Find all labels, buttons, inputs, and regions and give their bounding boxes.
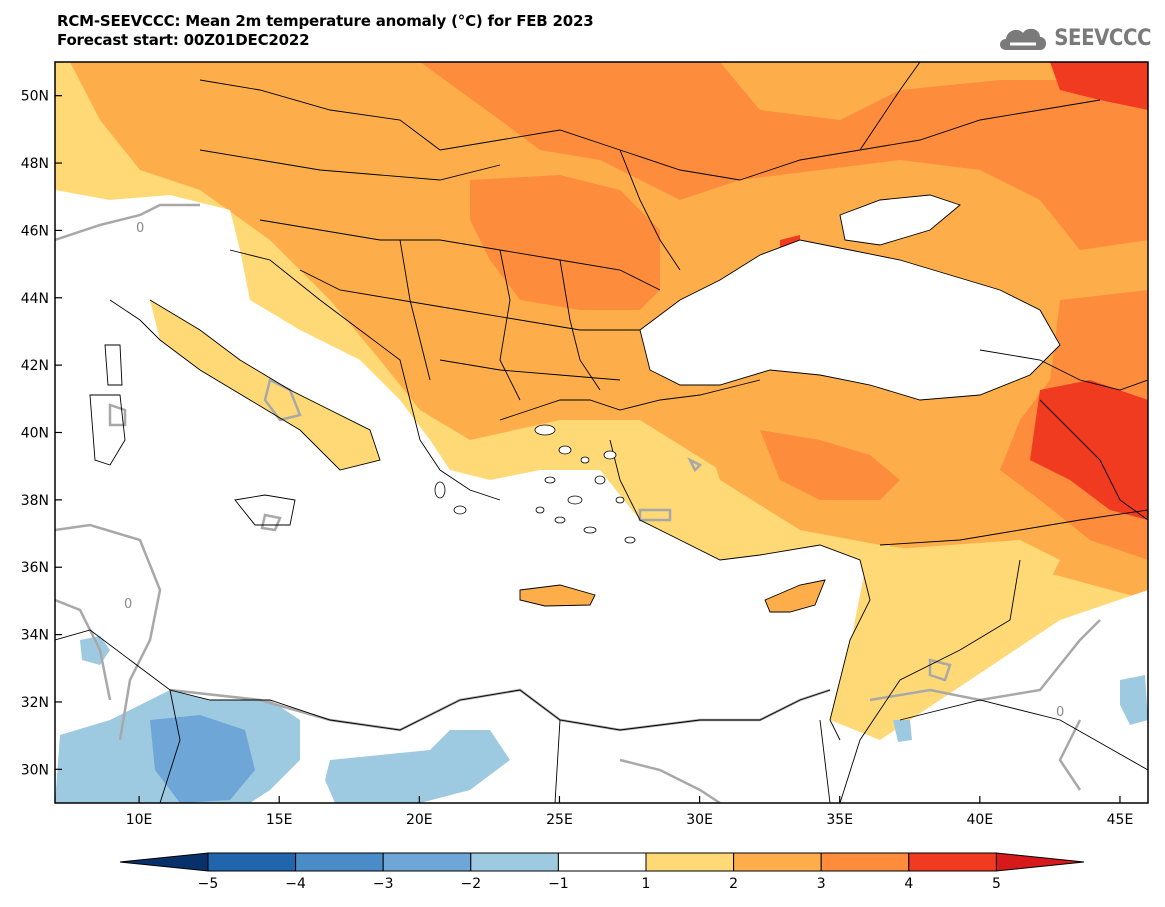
colorbar-swatch — [295, 852, 384, 872]
contour-label: 0 — [136, 221, 144, 236]
contour-label: 0 — [1056, 705, 1064, 720]
lat-tick-label: 42N — [21, 358, 49, 374]
colorbar-tick-label: 3 — [817, 876, 826, 892]
colorbar-tick-label: 1 — [642, 876, 651, 892]
lat-tick-label: 36N — [21, 560, 49, 576]
lon-tick-label: 45E — [1107, 812, 1134, 828]
colorbar-tick-label: −2 — [460, 876, 481, 892]
lat-tick-label: 38N — [21, 493, 49, 509]
contour-labels: 0 0 0 — [124, 221, 1064, 720]
contour-label: 0 — [124, 597, 132, 612]
lat-tick-label: 30N — [21, 762, 49, 778]
anomaly-field: 0 0 0 — [55, 62, 1148, 803]
colorbar-swatch — [470, 852, 559, 872]
colorbar-swatch — [645, 852, 735, 872]
lat-tick-label: 46N — [21, 223, 49, 239]
colorbar-swatch — [557, 852, 647, 872]
lon-tick-label: 15E — [266, 812, 293, 828]
lon-tick-label: 10E — [126, 812, 153, 828]
logo-text: SEEVCCC — [1054, 25, 1151, 51]
lon-tick-label: 30E — [686, 812, 713, 828]
colorbar-tick-label: 4 — [904, 876, 913, 892]
lon-tick-label: 20E — [406, 812, 433, 828]
colorbar-tick-label: −5 — [198, 876, 219, 892]
title-line-2: Forecast start: 00Z01DEC2022 — [57, 31, 310, 49]
colorbar-tick-label: 2 — [729, 876, 738, 892]
title-line-1: RCM-SEEVCCC: Mean 2m temperature anomaly… — [57, 12, 594, 30]
seevccc-logo: SEEVCCC — [996, 22, 1151, 54]
aegean-islands — [434, 424, 636, 544]
colorbar-tick-label: −1 — [548, 876, 569, 892]
colorbar-tick-label: −4 — [285, 876, 306, 892]
lat-tick-label: 50N — [21, 89, 49, 105]
map-axes: 10E 15E 20E 25E 30E 35E 40E 45E 50N 48N 46N 44N 42N 4… — [21, 89, 1134, 828]
colorbar-swatch — [995, 852, 1085, 872]
colorbar: −5 −4 −3 −2 −1 1 2 3 4 5 — [119, 852, 1085, 892]
colorbar-swatch — [820, 852, 910, 872]
lat-tick-label: 32N — [21, 695, 49, 711]
lon-tick-label: 25E — [546, 812, 573, 828]
lon-tick-label: 35E — [826, 812, 853, 828]
cloud-icon — [1000, 28, 1047, 50]
lon-tick-label: 40E — [967, 812, 994, 828]
colorbar-swatch — [733, 852, 822, 872]
colorbar-swatch — [207, 852, 297, 872]
colorbar-swatch — [908, 852, 997, 872]
colorbar-swatch — [382, 852, 472, 872]
lat-tick-label: 44N — [21, 291, 49, 307]
colorbar-tick-label: −3 — [373, 876, 394, 892]
map-title: RCM-SEEVCCC: Mean 2m temperature anomaly… — [57, 12, 594, 50]
lat-tick-label: 34N — [21, 628, 49, 644]
lat-tick-label: 48N — [21, 156, 49, 172]
colorbar-swatch — [119, 852, 209, 872]
colorbar-tick-label: 5 — [992, 876, 1001, 892]
lat-tick-label: 40N — [21, 426, 49, 442]
borders — [55, 62, 1148, 803]
